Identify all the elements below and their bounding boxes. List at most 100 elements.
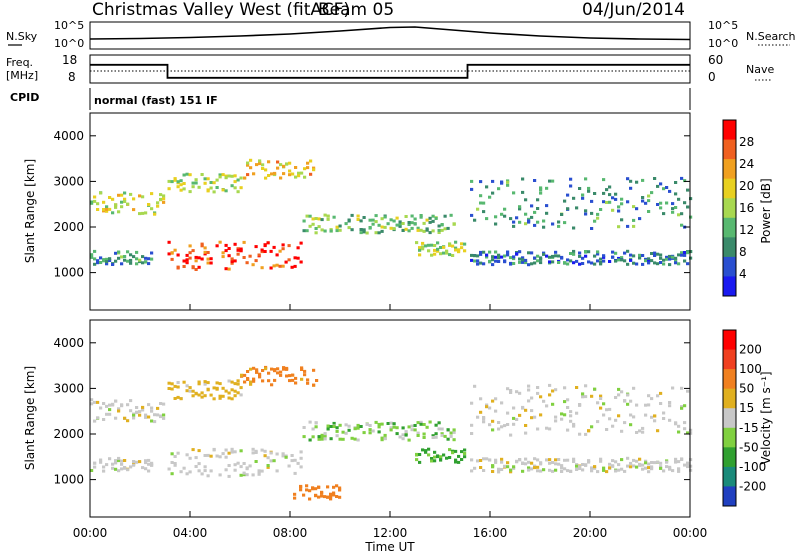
heatmap-cell-7 [614,396,618,399]
heatmap-cell-2 [260,448,264,452]
heatmap-cell-6 [460,246,464,250]
heatmap-cell-8 [473,466,477,470]
heatmap-cell-5 [440,427,444,431]
heatmap-cell-6 [433,455,437,459]
heatmap-cell-4 [288,379,292,383]
heatmap-cell-6 [448,456,452,459]
heatmap-cell-8 [632,254,636,258]
heatmap-cell-8 [512,262,516,265]
heatmap-cell-1 [132,255,136,259]
colorbar-frame [722,329,737,507]
heatmap-cell-7 [491,399,495,403]
heatmap-cell-2 [272,459,276,463]
heatmap-cell-7 [641,426,645,430]
heatmap-cell-4 [282,172,286,176]
colorbar-segment [723,349,736,370]
heatmap-cell-4 [276,367,280,371]
heatmap-cell-7 [518,205,522,209]
heatmap-cell-7 [473,384,477,388]
heatmap-cell-2 [239,465,243,469]
heatmap-cell-5 [338,228,342,232]
heatmap-cell-2 [227,464,231,467]
heatmap-cell-4 [273,369,277,373]
heatmap-cell-7 [560,417,564,421]
heatmap-cell-4 [294,166,298,169]
heatmap-cell-8 [548,468,552,472]
heatmap-cell-4 [285,162,289,166]
heatmap-cell-6 [427,243,431,247]
heatmap-cell-7 [515,418,519,421]
heatmap-cell-3 [185,172,189,176]
heatmap-cell-2 [227,474,231,478]
ytick-label: 2000 [53,220,84,234]
heatmap-cell-2 [212,448,216,452]
heatmap-cell-2 [230,260,234,263]
heatmap-cell-6 [418,253,422,257]
heatmap-cell-8 [674,460,678,464]
heatmap-cell-3 [200,391,204,395]
noise-right-tick-top: 10^5 [708,19,738,32]
heatmap-cell-7 [614,192,618,196]
heatmap-cell-3 [230,397,234,401]
heatmap-cell-6 [445,456,449,460]
xtick-label: 08:00 [273,526,308,540]
heatmap-cell-4 [261,163,265,167]
heatmap-cell-0 [96,416,100,420]
heatmap-cell-0 [111,211,115,215]
heatmap-cell-2 [245,473,249,477]
xtick-label: 12:00 [373,526,408,540]
heatmap-cell-7 [470,401,474,405]
heatmap-cell-5 [320,228,324,232]
colorbar-segment [723,466,736,487]
heatmap-cell-8 [536,458,540,462]
heatmap-cell-5 [371,429,375,433]
heatmap-cell-5 [314,425,318,429]
heatmap-cell-5 [392,422,396,426]
heatmap-cell-9 [293,496,297,500]
heatmap-cell-1 [150,257,154,261]
heatmap-cell-7 [506,423,510,426]
heatmap-cell-5 [302,426,306,429]
heatmap-cell-2 [215,244,219,248]
heatmap-cell-3 [167,381,171,385]
heatmap-cell-5 [398,220,402,224]
heatmap-cell-7 [659,402,663,405]
heatmap-cell-5 [371,218,375,222]
heatmap-cell-8 [647,470,651,474]
heatmap-cell-2 [239,473,243,477]
heatmap-cell-8 [683,253,687,257]
heatmap-cell-7 [533,415,537,419]
colorbar-tick: -15 [739,421,759,435]
heatmap-cell-2 [224,243,228,247]
heatmap-cell-7 [584,395,588,399]
heatmap-cell-2 [233,242,237,246]
heatmap-cell-0 [93,195,97,199]
heatmap-cell-7 [683,404,687,408]
heatmap-cell-2 [290,459,294,463]
heatmap-cell-7 [509,389,513,392]
ytick-label: 1000 [53,473,84,487]
heatmap-cell-6 [457,454,461,458]
heatmap-cell-8 [656,252,660,256]
heatmap-cell-8 [536,259,540,263]
heatmap-cell-1 [138,258,142,262]
colorbar-segment [723,408,736,429]
x-axis-label: Time UT [364,540,415,554]
heatmap-cell-5 [452,222,456,226]
heatmap-cell-6 [463,455,467,459]
heatmap-cell-7 [674,206,678,209]
heatmap-cell-5 [347,218,351,222]
heatmap-cell-5 [386,222,390,226]
heatmap-cell-2 [200,257,204,261]
heatmap-cell-1 [90,253,94,257]
heatmap-cell-3 [230,174,234,178]
heatmap-cell-8 [512,466,516,470]
heatmap-cell-6 [436,247,440,251]
heatmap-cell-2 [257,253,261,257]
heatmap-cell-1 [108,457,112,461]
heatmap-cell-3 [209,393,213,397]
heatmap-cell-6 [463,452,467,455]
heatmap-cell-3 [215,178,219,182]
heatmap-cell-5 [404,227,408,231]
